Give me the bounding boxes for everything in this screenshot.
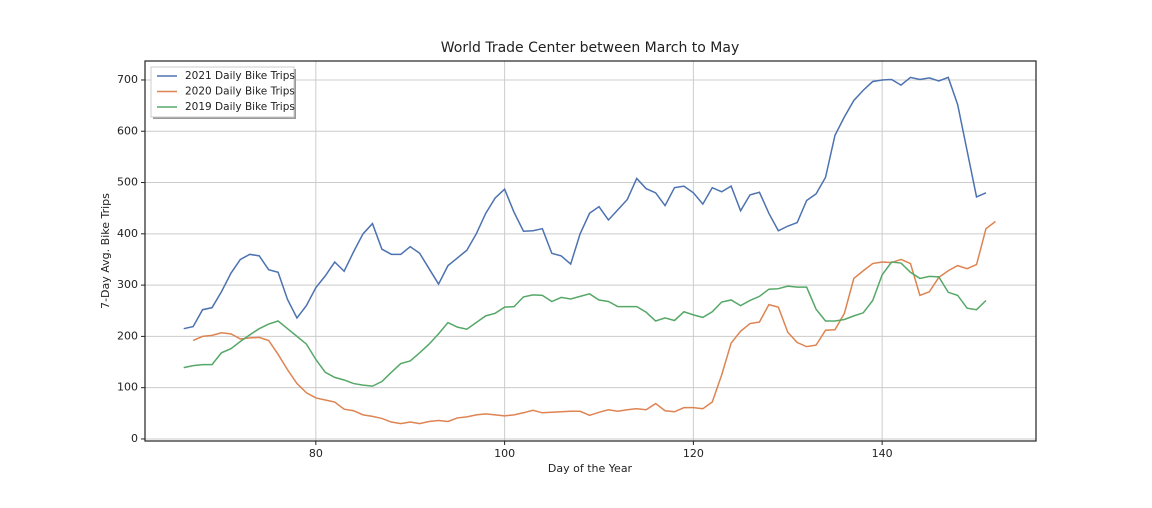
x-tick-label: 100 (494, 447, 515, 460)
plot-frame (144, 60, 1037, 442)
legend-label: 2019 Daily Bike Trips (185, 101, 295, 113)
x-tick-label: 120 (683, 447, 704, 460)
legend-label: 2021 Daily Bike Trips (185, 70, 295, 82)
line-series (183, 76, 987, 330)
line-series (183, 261, 987, 387)
y-tick-label: 500 (117, 176, 138, 189)
y-axis-label: 7-Day Avg. Bike Trips (99, 193, 112, 309)
line-series (192, 220, 996, 425)
y-tick-label: 700 (117, 73, 138, 86)
y-tick-label: 200 (117, 329, 138, 342)
y-tick-label: 400 (117, 227, 138, 240)
x-tick-label: 80 (309, 447, 323, 460)
y-tick-label: 100 (117, 381, 138, 394)
y-tick-label: 0 (131, 432, 138, 445)
x-axis-label: Day of the Year (548, 462, 633, 475)
y-tick-label: 300 (117, 278, 138, 291)
chart-title: World Trade Center between March to May (441, 40, 739, 56)
legend-label: 2020 Daily Bike Trips (185, 86, 295, 98)
y-tick-label: 600 (117, 124, 138, 137)
x-tick-label: 140 (872, 447, 893, 460)
